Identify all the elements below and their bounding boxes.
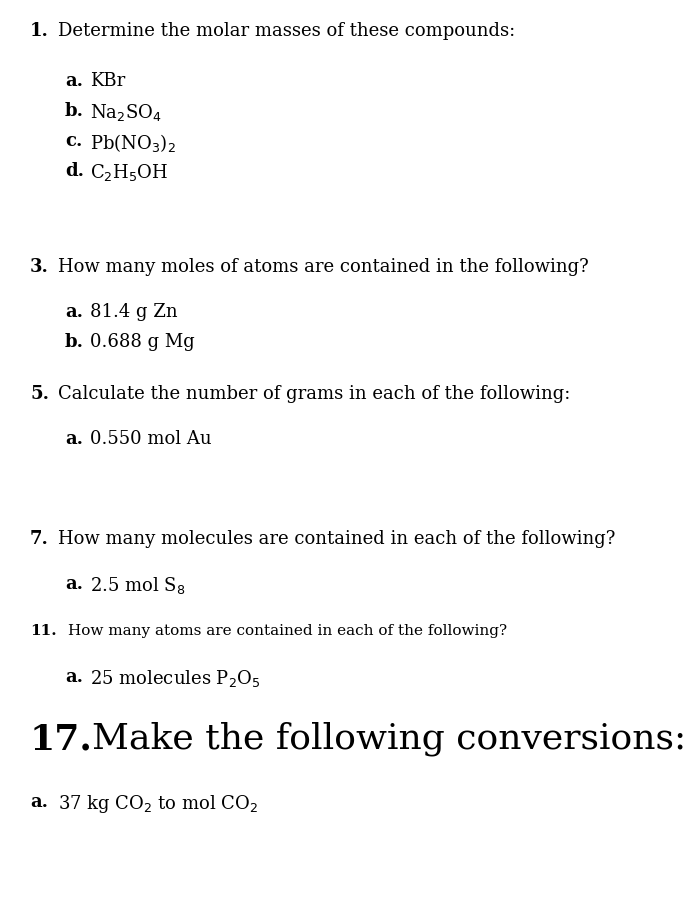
Text: Determine the molar masses of these compounds:: Determine the molar masses of these comp… [58,22,515,40]
Text: 81.4 g Zn: 81.4 g Zn [90,303,177,321]
Text: a.: a. [65,575,83,593]
Text: a.: a. [30,793,48,811]
Text: a.: a. [65,72,83,90]
Text: 17.: 17. [30,722,93,756]
Text: 11.: 11. [30,624,57,638]
Text: Calculate the number of grams in each of the following:: Calculate the number of grams in each of… [58,385,570,403]
Text: How many moles of atoms are contained in the following?: How many moles of atoms are contained in… [58,258,588,276]
Text: How many molecules are contained in each of the following?: How many molecules are contained in each… [58,530,616,548]
Text: 1.: 1. [30,22,49,40]
Text: d.: d. [65,162,84,180]
Text: 5.: 5. [30,385,49,403]
Text: a.: a. [65,430,83,448]
Text: b.: b. [65,102,84,120]
Text: C$_2$H$_5$OH: C$_2$H$_5$OH [90,162,168,183]
Text: 37 kg CO$_2$ to mol CO$_2$: 37 kg CO$_2$ to mol CO$_2$ [58,793,258,815]
Text: 0.688 g Mg: 0.688 g Mg [90,333,195,351]
Text: 25 molecules P$_2$O$_5$: 25 molecules P$_2$O$_5$ [90,668,260,689]
Text: 3.: 3. [30,258,49,276]
Text: 0.550 mol Au: 0.550 mol Au [90,430,211,448]
Text: c.: c. [65,132,82,150]
Text: Make the following conversions:: Make the following conversions: [92,722,686,756]
Text: How many atoms are contained in each of the following?: How many atoms are contained in each of … [68,624,507,638]
Text: b.: b. [65,333,84,351]
Text: 7.: 7. [30,530,49,548]
Text: a.: a. [65,668,83,686]
Text: Pb(NO$_3$)$_2$: Pb(NO$_3$)$_2$ [90,132,176,154]
Text: a.: a. [65,303,83,321]
Text: KBr: KBr [90,72,125,90]
Text: 2.5 mol S$_8$: 2.5 mol S$_8$ [90,575,186,596]
Text: Na$_2$SO$_4$: Na$_2$SO$_4$ [90,102,162,123]
